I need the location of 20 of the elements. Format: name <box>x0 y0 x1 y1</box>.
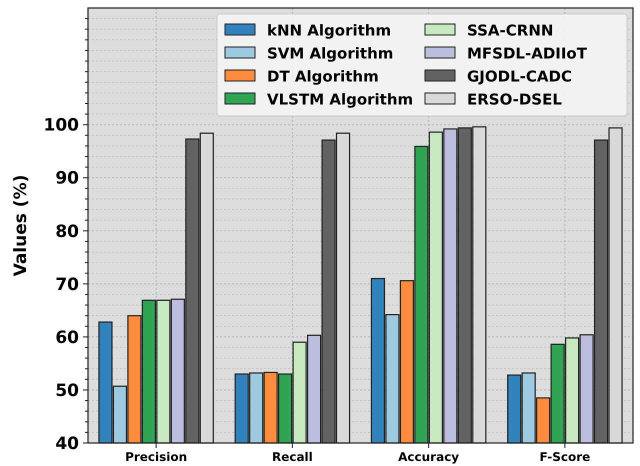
y-tick-label: 90 <box>55 168 80 189</box>
legend-label: DT Algorithm <box>267 67 379 86</box>
y-tick-label: 40 <box>55 434 80 454</box>
y-tick-label: 80 <box>55 222 80 242</box>
x-tick-label: Recall <box>272 450 313 464</box>
legend-label: SVM Algorithm <box>267 44 394 62</box>
legend-label: MFSDL-ADIIoT <box>467 44 588 62</box>
y-tick-label: 100 <box>44 116 80 136</box>
x-tick-label: Accuracy <box>398 450 460 464</box>
y-tick-label: 50 <box>55 380 80 401</box>
legend-label: VLSTM Algorithm <box>267 90 414 108</box>
y-axis-title: Values (%) <box>11 174 31 276</box>
legend-label: SSA-CRNN <box>467 21 554 40</box>
x-tick-label: F-Score <box>539 450 590 464</box>
y-tick-label: 70 <box>55 274 80 295</box>
legend-label: ERSO-DSEL <box>467 90 562 108</box>
x-tick-label: Precision <box>125 450 188 464</box>
legend-label: GJODL-CADC <box>467 67 572 86</box>
legend-label: kNN Algorithm <box>267 21 392 40</box>
y-tick-label: 60 <box>55 328 80 348</box>
